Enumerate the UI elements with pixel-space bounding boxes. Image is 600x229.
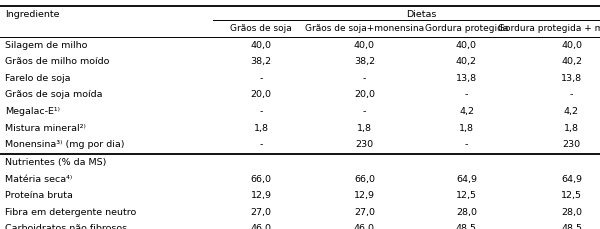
Text: 1,8: 1,8 bbox=[357, 123, 372, 132]
Text: 48,5: 48,5 bbox=[561, 223, 582, 229]
Text: 1,8: 1,8 bbox=[564, 123, 579, 132]
Text: 12,5: 12,5 bbox=[561, 190, 582, 199]
Text: 20,0: 20,0 bbox=[251, 90, 271, 99]
Text: 66,0: 66,0 bbox=[251, 174, 271, 183]
Text: -: - bbox=[570, 90, 573, 99]
Text: -: - bbox=[465, 139, 468, 148]
Text: 27,0: 27,0 bbox=[251, 207, 271, 216]
Text: 13,8: 13,8 bbox=[561, 74, 582, 82]
Text: 40,0: 40,0 bbox=[251, 41, 271, 49]
Text: 27,0: 27,0 bbox=[354, 207, 375, 216]
Text: 40,2: 40,2 bbox=[561, 57, 582, 66]
Text: 38,2: 38,2 bbox=[354, 57, 375, 66]
Text: 28,0: 28,0 bbox=[561, 207, 582, 216]
Text: 48,5: 48,5 bbox=[456, 223, 477, 229]
Text: Monensina³⁾ (mg por dia): Monensina³⁾ (mg por dia) bbox=[5, 139, 124, 148]
Text: Gordura protegida + monensina: Gordura protegida + monensina bbox=[498, 24, 600, 33]
Text: 40,0: 40,0 bbox=[561, 41, 582, 49]
Text: Ingrediente: Ingrediente bbox=[5, 10, 59, 19]
Text: -: - bbox=[259, 74, 263, 82]
Text: 230: 230 bbox=[562, 139, 581, 148]
Text: 40,0: 40,0 bbox=[456, 41, 477, 49]
Text: -: - bbox=[363, 74, 366, 82]
Text: Megalac-E¹⁾: Megalac-E¹⁾ bbox=[5, 106, 60, 115]
Text: Grãos de soja+monensina: Grãos de soja+monensina bbox=[305, 24, 424, 33]
Text: -: - bbox=[259, 139, 263, 148]
Text: 12,5: 12,5 bbox=[456, 190, 477, 199]
Text: Matéria seca⁴⁾: Matéria seca⁴⁾ bbox=[5, 174, 72, 183]
Text: 46,0: 46,0 bbox=[354, 223, 375, 229]
Text: Silagem de milho: Silagem de milho bbox=[5, 41, 87, 49]
Text: Dietas: Dietas bbox=[406, 10, 437, 19]
Text: Grãos de soja: Grãos de soja bbox=[230, 24, 292, 33]
Text: 66,0: 66,0 bbox=[354, 174, 375, 183]
Text: 4,2: 4,2 bbox=[459, 106, 474, 115]
Text: Fibra em detergente neutro: Fibra em detergente neutro bbox=[5, 207, 136, 216]
Text: 40,2: 40,2 bbox=[456, 57, 477, 66]
Text: 12,9: 12,9 bbox=[251, 190, 271, 199]
Text: 4,2: 4,2 bbox=[564, 106, 579, 115]
Text: Grãos de milho moído: Grãos de milho moído bbox=[5, 57, 109, 66]
Text: Nutrientes (% da MS): Nutrientes (% da MS) bbox=[5, 157, 106, 166]
Text: -: - bbox=[465, 90, 468, 99]
Text: 230: 230 bbox=[355, 139, 374, 148]
Text: 1,8: 1,8 bbox=[459, 123, 474, 132]
Text: Mistura mineral²⁾: Mistura mineral²⁾ bbox=[5, 123, 86, 132]
Text: Proteína bruta: Proteína bruta bbox=[5, 190, 73, 199]
Text: Carboidratos não fibrosos: Carboidratos não fibrosos bbox=[5, 223, 127, 229]
Text: 46,0: 46,0 bbox=[251, 223, 271, 229]
Text: -: - bbox=[259, 106, 263, 115]
Text: 40,0: 40,0 bbox=[354, 41, 375, 49]
Text: 38,2: 38,2 bbox=[250, 57, 272, 66]
Text: 13,8: 13,8 bbox=[456, 74, 477, 82]
Text: 12,9: 12,9 bbox=[354, 190, 375, 199]
Text: 28,0: 28,0 bbox=[456, 207, 477, 216]
Text: Gordura protegida: Gordura protegida bbox=[425, 24, 508, 33]
Text: 20,0: 20,0 bbox=[354, 90, 375, 99]
Text: Farelo de soja: Farelo de soja bbox=[5, 74, 70, 82]
Text: 1,8: 1,8 bbox=[254, 123, 269, 132]
Text: 64,9: 64,9 bbox=[456, 174, 477, 183]
Text: 64,9: 64,9 bbox=[561, 174, 582, 183]
Text: -: - bbox=[363, 106, 366, 115]
Text: Grãos de soja moída: Grãos de soja moída bbox=[5, 90, 102, 99]
